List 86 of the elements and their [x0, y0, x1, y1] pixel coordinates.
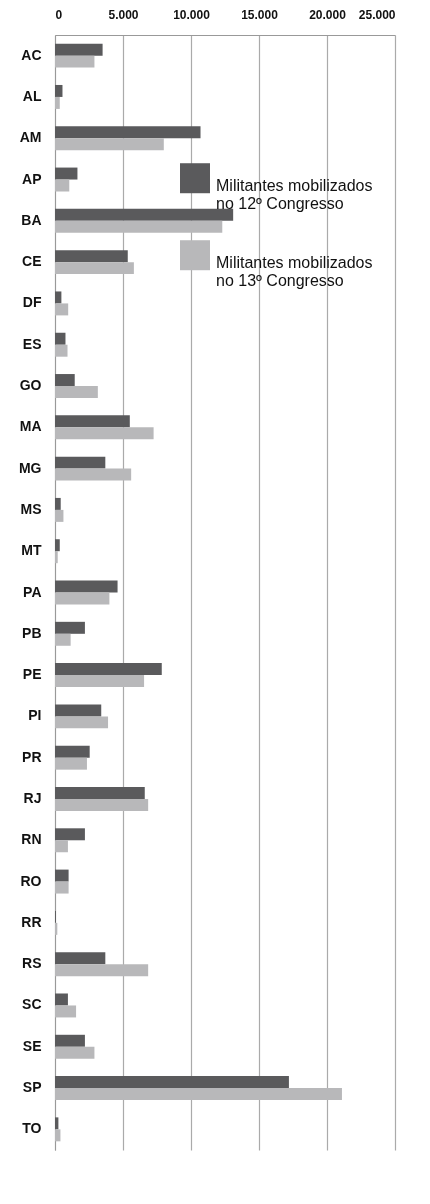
bar [55, 551, 58, 564]
y-tick-label: PR [22, 748, 42, 765]
y-tick-label: MA [19, 418, 42, 435]
x-tick-label: 5.000 [108, 7, 139, 22]
y-tick-label: SE [22, 1037, 42, 1054]
x-tick-label: 20.000 [309, 7, 347, 22]
bar [55, 633, 71, 646]
bar [55, 55, 95, 68]
bar [55, 96, 60, 109]
bar [55, 993, 68, 1006]
y-tick-label: RR [21, 913, 42, 930]
x-tick-label: 10.000 [173, 7, 211, 22]
y-tick-label: AM [19, 129, 42, 146]
bar [55, 344, 68, 357]
y-tick-label: RJ [23, 789, 42, 806]
y-tick-label: SP [22, 1079, 42, 1096]
bar [55, 427, 154, 440]
bar [55, 787, 145, 799]
y-tick-label: RN [21, 831, 42, 848]
y-tick-label: TO [22, 1120, 42, 1137]
bar [55, 1034, 85, 1047]
bar [55, 1005, 77, 1018]
bar [55, 126, 201, 139]
bar [55, 468, 132, 481]
y-tick-label: PA [23, 583, 42, 600]
bar [55, 84, 63, 97]
bar [55, 138, 164, 151]
bar [55, 208, 234, 221]
bar [55, 881, 69, 894]
bar [55, 167, 78, 180]
bar [55, 415, 130, 428]
y-tick-label: AC [21, 46, 42, 63]
bar [55, 456, 106, 469]
bar [55, 374, 75, 387]
bar [55, 332, 66, 345]
bar [55, 869, 69, 882]
y-tick-label: PB [22, 624, 42, 641]
y-tick-label: SC [22, 996, 42, 1013]
bar [55, 757, 87, 770]
bar [55, 1088, 342, 1101]
bar [55, 1076, 289, 1089]
bar [55, 716, 109, 729]
bar [55, 1046, 95, 1059]
y-tick-label: AP [22, 170, 42, 187]
legend-label: Militantes mobilizados no 13º Congresso [216, 254, 373, 290]
bar [55, 386, 98, 398]
y-tick-label: MG [18, 459, 42, 476]
y-tick-label: ES [22, 335, 42, 352]
bar [55, 539, 60, 552]
y-tick-label: AL [22, 87, 42, 104]
bar [55, 592, 110, 605]
bar [55, 497, 61, 510]
bar [55, 1129, 61, 1142]
bar [55, 509, 64, 522]
y-tick-label: RO [20, 872, 42, 889]
bar [55, 262, 134, 275]
y-tick-label: CE [22, 253, 42, 270]
bar [55, 828, 85, 841]
bar [55, 745, 90, 758]
bar [55, 291, 62, 304]
bar [55, 675, 145, 688]
bar [55, 952, 106, 965]
y-tick-label: RS [22, 955, 42, 972]
bar [55, 840, 68, 853]
bar [55, 250, 128, 263]
legend-label: Militantes mobilizados no 12º Congresso [216, 177, 373, 213]
x-tick-label: 25.000 [358, 7, 396, 22]
bar [55, 621, 85, 634]
x-tick-label: 0 [55, 7, 63, 22]
y-tick-label: DF [22, 294, 42, 311]
y-tick-label: PE [22, 666, 42, 683]
y-tick-label: PI [28, 707, 42, 724]
bar [55, 179, 70, 192]
bar [55, 43, 103, 56]
x-tick-label: 15.000 [241, 7, 279, 22]
bar [55, 220, 223, 233]
y-tick-label: MS [20, 500, 42, 517]
y-tick-label: MT [21, 542, 42, 559]
bar [55, 798, 149, 811]
bar [55, 704, 102, 717]
bar [55, 663, 162, 676]
y-tick-label: BA [21, 211, 42, 228]
y-tick-label: GO [19, 377, 42, 394]
bar [55, 303, 69, 316]
bar [55, 964, 149, 977]
bar [55, 580, 118, 593]
